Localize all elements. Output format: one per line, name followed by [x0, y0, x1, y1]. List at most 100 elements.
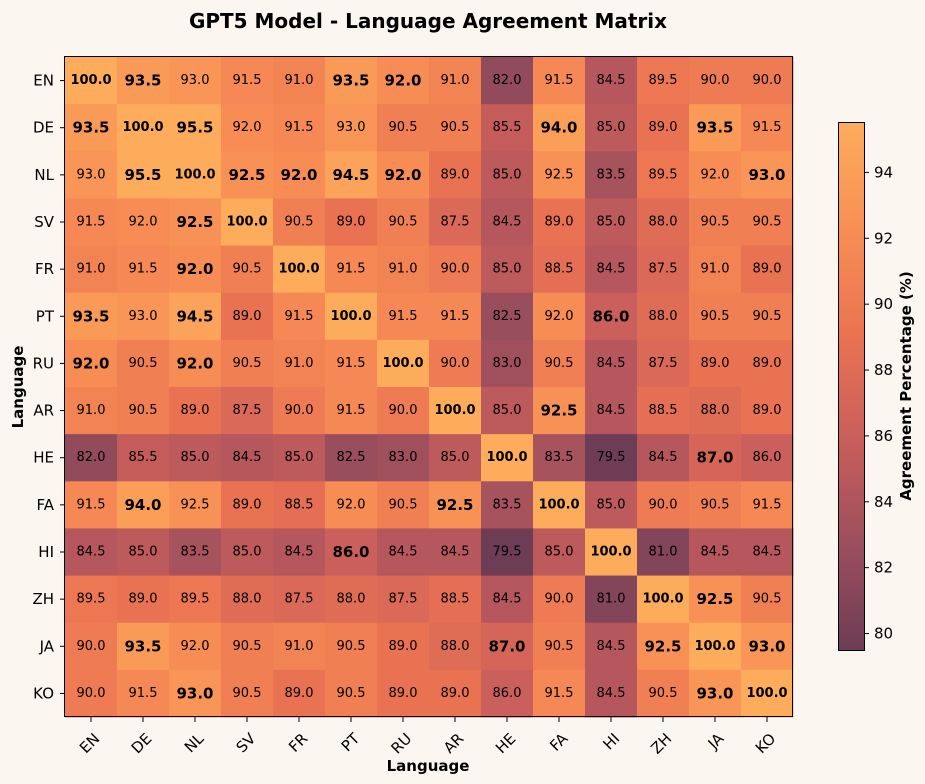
heatmap-cell-DE-FA: [533, 104, 586, 152]
heatmap-cell-ZH-RU: [377, 575, 430, 624]
cell-value-label: 93.0: [337, 120, 366, 135]
heatmap-cell-HE-PT: [325, 434, 378, 482]
heatmap-frame: [64, 56, 793, 717]
cell-value-label: 88.5: [649, 403, 678, 418]
cell-value-label: 92.5: [436, 496, 473, 514]
x-tick-label: EN: [76, 730, 103, 757]
cell-value-label: 85.0: [493, 262, 522, 277]
cell-value-label: 85.0: [181, 450, 210, 465]
heatmap-cell-ZH-AR: [429, 575, 482, 624]
cell-value-label: 90.0: [701, 73, 730, 88]
cell-value-label: 87.5: [441, 215, 470, 230]
cell-value-label: 91.5: [545, 686, 574, 701]
colorbar-label: Agreement Percentage (%): [897, 271, 915, 500]
cell-value-label: 90.5: [753, 592, 782, 607]
cell-value-label: 90.5: [649, 686, 678, 701]
cell-value-label: 93.5: [696, 119, 733, 137]
cell-value-label: 84.5: [649, 450, 678, 465]
colorbar-tick-label: 88: [874, 361, 893, 379]
heatmap-cell-HE-ZH: [637, 434, 690, 482]
x-tick-label: KO: [752, 730, 779, 757]
heatmap-cell-ZH-PT: [325, 575, 378, 624]
heatmap-cell-KO-ZH: [637, 669, 690, 718]
heatmap-cell-RU-SV: [221, 339, 274, 388]
cell-value-label: 91.5: [77, 215, 106, 230]
cell-value-label: 93.5: [124, 637, 161, 655]
heatmap-cell-AR-HI: [585, 387, 638, 435]
heatmap-cell-DE-JA: [689, 104, 742, 152]
cell-value-label: 92.0: [176, 354, 213, 372]
heatmap-cell-RU-HI: [585, 339, 638, 388]
heatmap-cell-FR-AR: [429, 245, 482, 294]
cell-value-label: 79.5: [493, 545, 522, 560]
heatmap-cell-PT-SV: [221, 292, 274, 341]
cell-value-label: 94.0: [124, 496, 161, 514]
heatmap-cell-NL-NL: [169, 151, 222, 199]
heatmap-cell-EN-DE: [117, 57, 170, 105]
cell-value-label: 88.5: [441, 592, 470, 607]
cell-value-label: 92.0: [545, 309, 574, 324]
cell-value-label: 90.0: [77, 639, 106, 654]
cell-value-label: 90.5: [753, 215, 782, 230]
heatmap-cell-FA-ZH: [637, 481, 690, 529]
cell-value-label: 91.5: [285, 309, 314, 324]
heatmap-cell-SV-RU: [377, 198, 430, 247]
colorbar-tick-label: 90: [874, 295, 893, 313]
cell-value-label: 92.5: [545, 167, 574, 182]
heatmap-cell-EN-EN: [65, 57, 118, 105]
heatmap-cell-EN-AR: [429, 57, 482, 105]
heatmap-cell-JA-FA: [533, 622, 586, 671]
cell-value-label: 85.0: [233, 545, 262, 560]
heatmap-cell-ZH-SV: [221, 575, 274, 624]
cell-value-label: 87.5: [649, 262, 678, 277]
heatmap-cell-AR-NL: [169, 387, 222, 435]
heatmap-cell-PT-FA: [533, 292, 586, 341]
cell-value-label: 81.0: [649, 545, 678, 560]
heatmap-cell-AR-JA: [689, 387, 742, 435]
heatmap-cell-AR-PT: [325, 387, 378, 435]
cell-value-label: 84.5: [597, 686, 626, 701]
heatmap-cell-AR-KO: [741, 387, 794, 435]
x-axis-ticks: EN DE NL SV FR PT RU AR HE FA HI ZH JA KO: [76, 717, 779, 758]
cell-value-label: 84.5: [597, 262, 626, 277]
heatmap-cell-PT-RU: [377, 292, 430, 341]
heatmap-cell-RU-RU: [377, 339, 430, 388]
heatmap-cell-HE-HE: [481, 434, 534, 482]
cell-value-label: 84.5: [597, 73, 626, 88]
cell-value-label: 85.0: [285, 450, 314, 465]
y-tick-label: DE: [33, 119, 54, 137]
cell-value-label: 81.0: [597, 592, 626, 607]
heatmap-cell-EN-RU: [377, 57, 430, 105]
cell-value-label: 91.5: [337, 403, 366, 418]
heatmap-cell-EN-HI: [585, 57, 638, 105]
heatmap-cell-FR-HE: [481, 245, 534, 294]
heatmap-cell-FR-FR: [273, 245, 326, 294]
cell-value-label: 100.0: [122, 120, 163, 135]
heatmap-cell-EN-ZH: [637, 57, 690, 105]
heatmap-cell-AR-SV: [221, 387, 274, 435]
heatmap-cell-FA-JA: [689, 481, 742, 529]
cell-value-label: 93.0: [748, 637, 785, 655]
cell-value-label: 89.0: [389, 686, 418, 701]
cell-value-label: 84.5: [701, 545, 730, 560]
cell-value-label: 91.5: [233, 73, 262, 88]
cell-value-label: 85.5: [493, 120, 522, 135]
y-tick-label: EN: [33, 72, 54, 90]
cell-value-label: 85.0: [545, 545, 574, 560]
cell-value-label: 92.5: [181, 497, 210, 512]
cell-value-label: 89.0: [389, 639, 418, 654]
heatmap-cell-ZH-HE: [481, 575, 534, 624]
cell-value-label: 85.0: [597, 497, 626, 512]
heatmap-cell-FA-HI: [585, 481, 638, 529]
heatmap-cell-KO-FR: [273, 669, 326, 718]
cell-value-label: 93.0: [129, 309, 158, 324]
heatmap-cell-SV-PT: [325, 198, 378, 247]
cell-value-label: 89.5: [649, 167, 678, 182]
heatmap-cell-PT-HI: [585, 292, 638, 341]
heatmap-cell-DE-SV: [221, 104, 274, 152]
cell-value-label: 85.0: [129, 545, 158, 560]
cell-value-label: 90.5: [701, 215, 730, 230]
heatmap-cell-RU-FR: [273, 339, 326, 388]
cell-value-label: 84.5: [753, 545, 782, 560]
heatmap-cell-DE-KO: [741, 104, 794, 152]
